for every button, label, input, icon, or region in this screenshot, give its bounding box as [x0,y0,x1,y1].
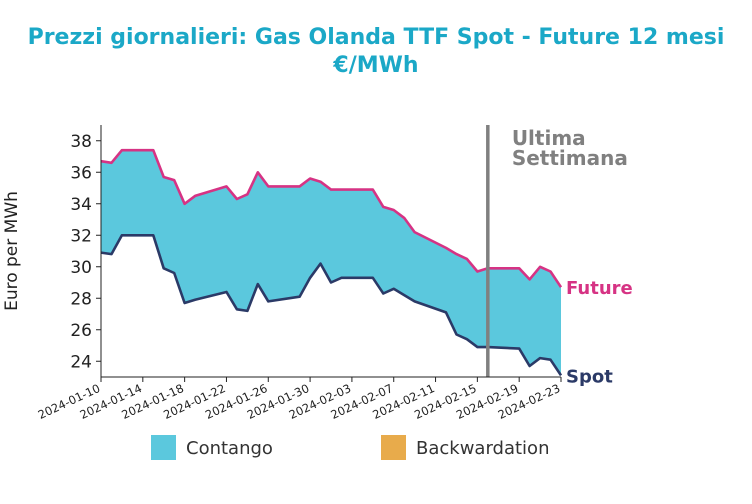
chart-title: Prezzi giornalieri: Gas Olanda TTF Spot … [0,24,752,80]
y-tick-label: 36 [70,163,92,183]
y-tick-label: 38 [70,132,92,152]
series-line-spot [100,234,563,377]
contango-area [101,150,561,376]
last-week-annotation-line: Settimana [512,146,628,170]
y-tick-label: 32 [70,226,92,246]
legend-swatch-backwardation [381,435,406,460]
y-tick-label: 30 [70,258,92,278]
axes-layer: 24262830323436382024-01-102024-01-142024… [2,125,562,422]
y-tick-label: 34 [70,195,92,215]
series-label-future: Future [566,278,633,299]
legend-label-contango: Contango [186,438,273,459]
y-tick-label: 24 [70,352,92,372]
series-label-spot: Spot [566,366,613,387]
legend-label-backwardation: Backwardation [416,438,549,459]
legend-swatch-contango [151,435,176,460]
series-labels-layer: Future Spot [566,278,633,387]
last-week-marker-layer: Ultima Settimana [486,125,628,377]
last-week-annotation: Ultima Settimana [512,126,628,170]
spread-area-layer [101,150,561,376]
legend: Contango Backwardation [151,435,549,460]
y-axis-label: Euro per MWh [2,191,22,311]
series-lines-layer [100,148,563,377]
series-line-future [100,148,563,288]
y-tick-label: 28 [70,289,92,309]
chart-title-line2: €/MWh [333,53,419,78]
last-week-annotation-line: Ultima [512,126,586,150]
y-tick-label: 26 [70,321,92,341]
chart-title-line1: Prezzi giornalieri: Gas Olanda TTF Spot … [27,25,725,50]
